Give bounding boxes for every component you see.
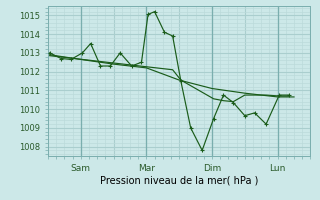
- X-axis label: Pression niveau de la mer( hPa ): Pression niveau de la mer( hPa ): [100, 175, 258, 185]
